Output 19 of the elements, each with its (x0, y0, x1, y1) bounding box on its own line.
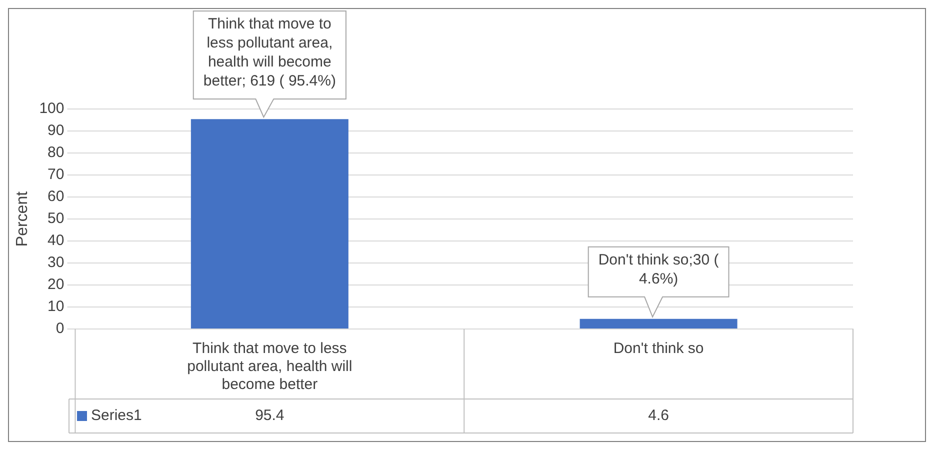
y-tick-label: 90 (48, 122, 64, 140)
y-tick-label: 10 (48, 298, 64, 316)
y-tick-label: 100 (39, 100, 64, 118)
data-label: 4.6 (648, 407, 669, 424)
y-tick-label: 30 (48, 254, 64, 272)
y-tick-label: 20 (48, 276, 64, 294)
y-tick-label: 80 (48, 144, 64, 162)
data-label: 95.4 (255, 407, 284, 424)
y-tick-label: 0 (56, 320, 64, 338)
x-tick-label: Don't think so (613, 340, 704, 358)
y-tick-label: 40 (48, 232, 64, 250)
y-tick-label: 60 (48, 188, 64, 206)
annotation: Think that move to less pollutant area, health will become better; 619 ( 95.4%) (203, 16, 336, 90)
x-tick-label: Think that move to less pollutant area, health will become better (187, 340, 352, 394)
legend-label: Series1 (91, 407, 142, 424)
y-axis-title: Percent (14, 190, 32, 247)
annotation: Don't think so;30 ( 4.6%) (598, 252, 719, 288)
y-tick-label: 70 (48, 166, 64, 184)
y-tick-label: 50 (48, 210, 64, 228)
